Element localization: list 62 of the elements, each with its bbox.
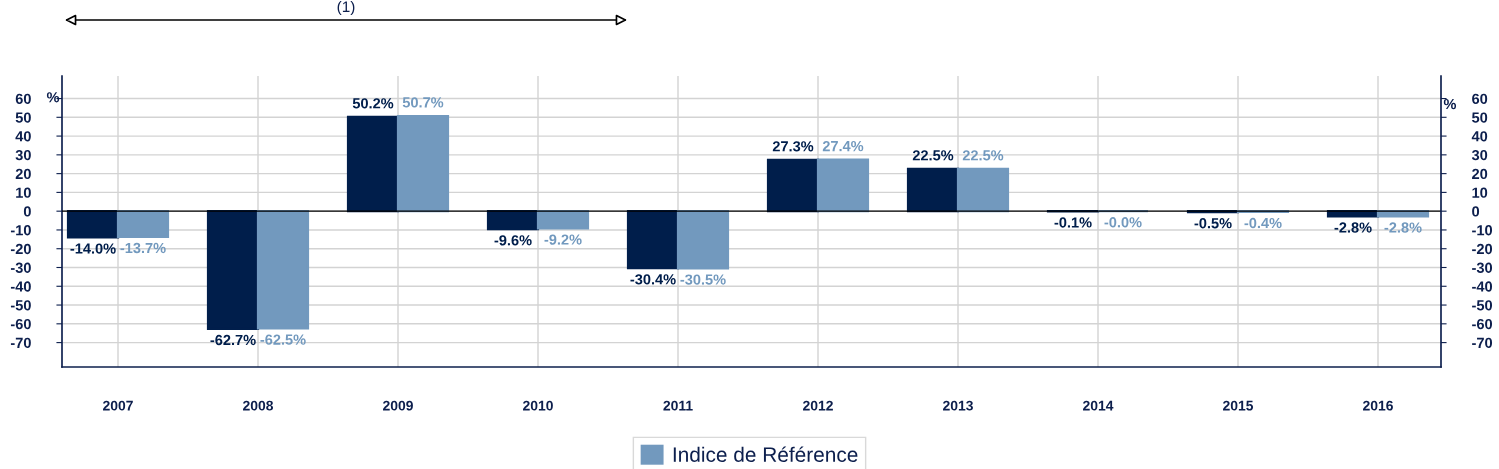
- y2-tick-label: -70: [1472, 337, 1493, 349]
- x-tick-label: 2011: [663, 400, 693, 411]
- data-label: -0.1%: [1054, 217, 1092, 228]
- y2-tick-label: -20: [1472, 243, 1493, 255]
- data-label: -0.5%: [1194, 218, 1232, 229]
- data-label: 50.7%: [402, 97, 444, 108]
- x-tick-label: 2015: [1223, 400, 1254, 411]
- y2-tick-label: 10: [1472, 187, 1488, 198]
- y2-tick-label: -50: [1472, 300, 1493, 311]
- y2-tick-label: -10: [1472, 225, 1493, 236]
- y2-tick-label: 50: [1472, 112, 1488, 123]
- y-tick-label: -70: [10, 337, 31, 349]
- data-label: -9.6%: [494, 235, 532, 246]
- data-label: -2.8%: [1384, 222, 1422, 233]
- data-label: -62.7%: [210, 334, 256, 346]
- y-tick-label: 30: [15, 149, 31, 161]
- data-label: -13.7%: [120, 242, 166, 254]
- y2-tick-label: 40: [1471, 131, 1488, 142]
- y-tick-label: 40: [15, 131, 31, 142]
- data-label: -9.2%: [544, 234, 582, 245]
- y2-tick-label: -60: [1472, 318, 1493, 330]
- x-tick-label: 2016: [1363, 400, 1393, 411]
- y-tick-label: 60: [15, 93, 31, 104]
- x-tick-label: 2014: [1083, 400, 1114, 411]
- x-tick-label: 2008: [243, 400, 274, 411]
- y2-tick-label: -30: [1472, 262, 1493, 273]
- x-tick-label: 2010: [523, 400, 553, 411]
- y-tick-label: -50: [10, 300, 31, 311]
- data-label: 27.4%: [822, 140, 864, 152]
- y-tick-label: -40: [10, 281, 31, 292]
- x-tick-label: 2009: [383, 400, 413, 411]
- y-axis-title: %: [46, 92, 60, 103]
- y2-tick-label: 0: [1472, 206, 1480, 217]
- data-label: -14.0%: [70, 243, 116, 254]
- data-label: -62.5%: [260, 334, 306, 345]
- data-label: 22.5%: [962, 150, 1004, 161]
- x-tick-label: 2013: [943, 400, 973, 411]
- y2-tick-label: -40: [1472, 281, 1493, 292]
- data-label: -0.0%: [1104, 217, 1142, 228]
- y-tick-label: -60: [10, 318, 31, 330]
- y-tick-label: 10: [16, 187, 31, 198]
- y2-tick-label: 20: [1472, 168, 1488, 180]
- data-label: -30.5%: [680, 274, 726, 285]
- y2-tick-label: 60: [1472, 93, 1488, 104]
- y-tick-label: 0: [23, 206, 31, 217]
- data-label: 50.2%: [352, 98, 394, 109]
- y2-axis-title: %: [1443, 98, 1457, 110]
- text: (1): [337, 0, 355, 16]
- data-label: -30.4%: [630, 274, 676, 285]
- data-label: -0.4%: [1244, 217, 1282, 229]
- y2-tick-label: 30: [1471, 149, 1488, 161]
- data-label: -2.8%: [1334, 222, 1372, 233]
- y-tick-label: 20: [15, 168, 31, 180]
- x-tick-label: 2007: [103, 400, 133, 411]
- data-label: 27.3%: [772, 141, 814, 152]
- y-tick-label: 50: [15, 112, 31, 123]
- legend-label: Indice de Référence: [673, 446, 858, 462]
- y-tick-label: -30: [10, 262, 31, 273]
- y-tick-label: -20: [10, 243, 31, 255]
- y-tick-label: -10: [10, 225, 31, 236]
- x-tick-label: 2012: [803, 400, 833, 411]
- data-label: 22.5%: [912, 150, 954, 161]
